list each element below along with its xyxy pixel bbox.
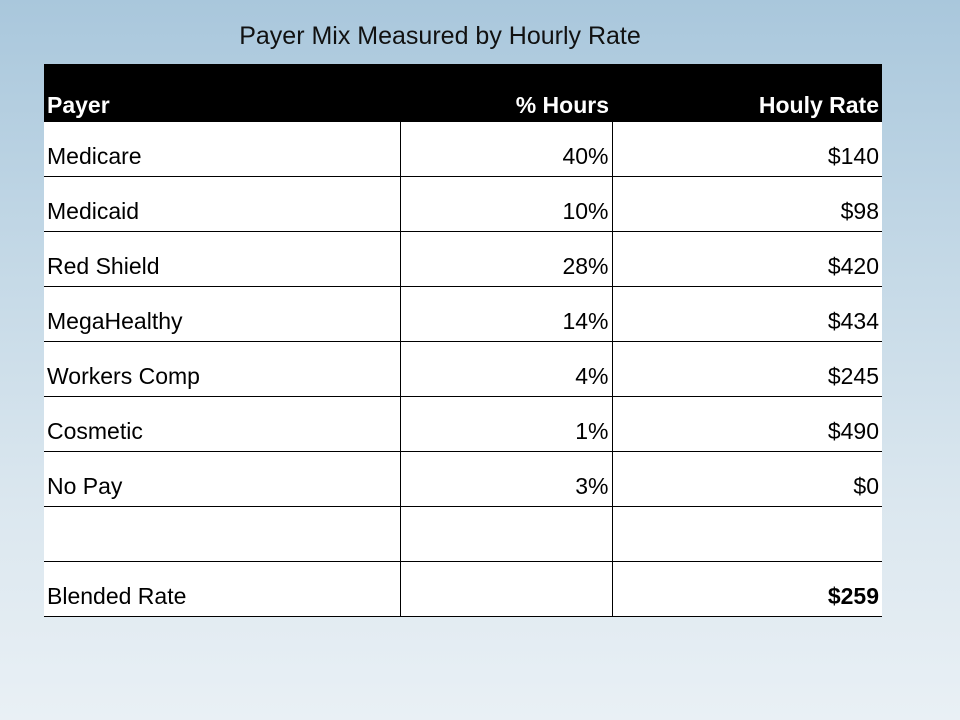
hours-cell: 10% [399,175,612,232]
hours-cell: 4% [399,340,612,397]
header-payer: Payer [47,91,110,118]
rate-cell: $245 [611,340,882,397]
payer-cell: Red Shield [44,230,400,287]
rate-cell: $420 [611,230,882,287]
table-row: Medicaid 10% $98 [44,175,882,232]
hours-cell: 3% [399,450,612,507]
table-row-empty [44,505,882,562]
hours-cell [399,505,612,562]
hours-cell: 40% [399,120,612,177]
rate-cell [611,505,882,562]
blended-rate-label: Blended Rate [44,560,400,617]
payer-cell: Cosmetic [44,395,400,452]
payer-cell: Medicaid [44,175,400,232]
slide-title: Payer Mix Measured by Hourly Rate [239,22,641,50]
table-row: Cosmetic 1% $490 [44,395,882,452]
hours-cell: 28% [399,230,612,287]
hours-cell: 1% [399,395,612,452]
rate-cell: $140 [611,120,882,177]
table-header-row: Payer % Hours Houly Rate [44,64,882,121]
table-row: Medicare 40% $140 [44,120,882,177]
rate-cell: $0 [611,450,882,507]
header-hourly-rate: Houly Rate [758,91,879,118]
rate-cell: $490 [611,395,882,452]
header-percent-hours: % Hours [515,91,609,118]
payer-cell: Workers Comp [44,340,400,397]
table-row: No Pay 3% $0 [44,450,882,507]
table-row: Red Shield 28% $420 [44,230,882,287]
table-row: MegaHealthy 14% $434 [44,285,882,342]
rate-cell: $434 [611,285,882,342]
table-row: Workers Comp 4% $245 [44,340,882,397]
payer-cell: MegaHealthy [44,285,400,342]
hours-cell [399,560,612,617]
payer-cell: Medicare [44,120,400,177]
hours-cell: 14% [399,285,612,342]
blended-rate-row: Blended Rate $259 [44,560,882,617]
payer-cell [44,505,400,562]
rate-cell: $98 [611,175,882,232]
payer-cell: No Pay [44,450,400,507]
blended-rate-value: $259 [611,560,882,617]
payer-mix-table: Payer % Hours Houly Rate Medicare 40% $1… [44,64,882,617]
